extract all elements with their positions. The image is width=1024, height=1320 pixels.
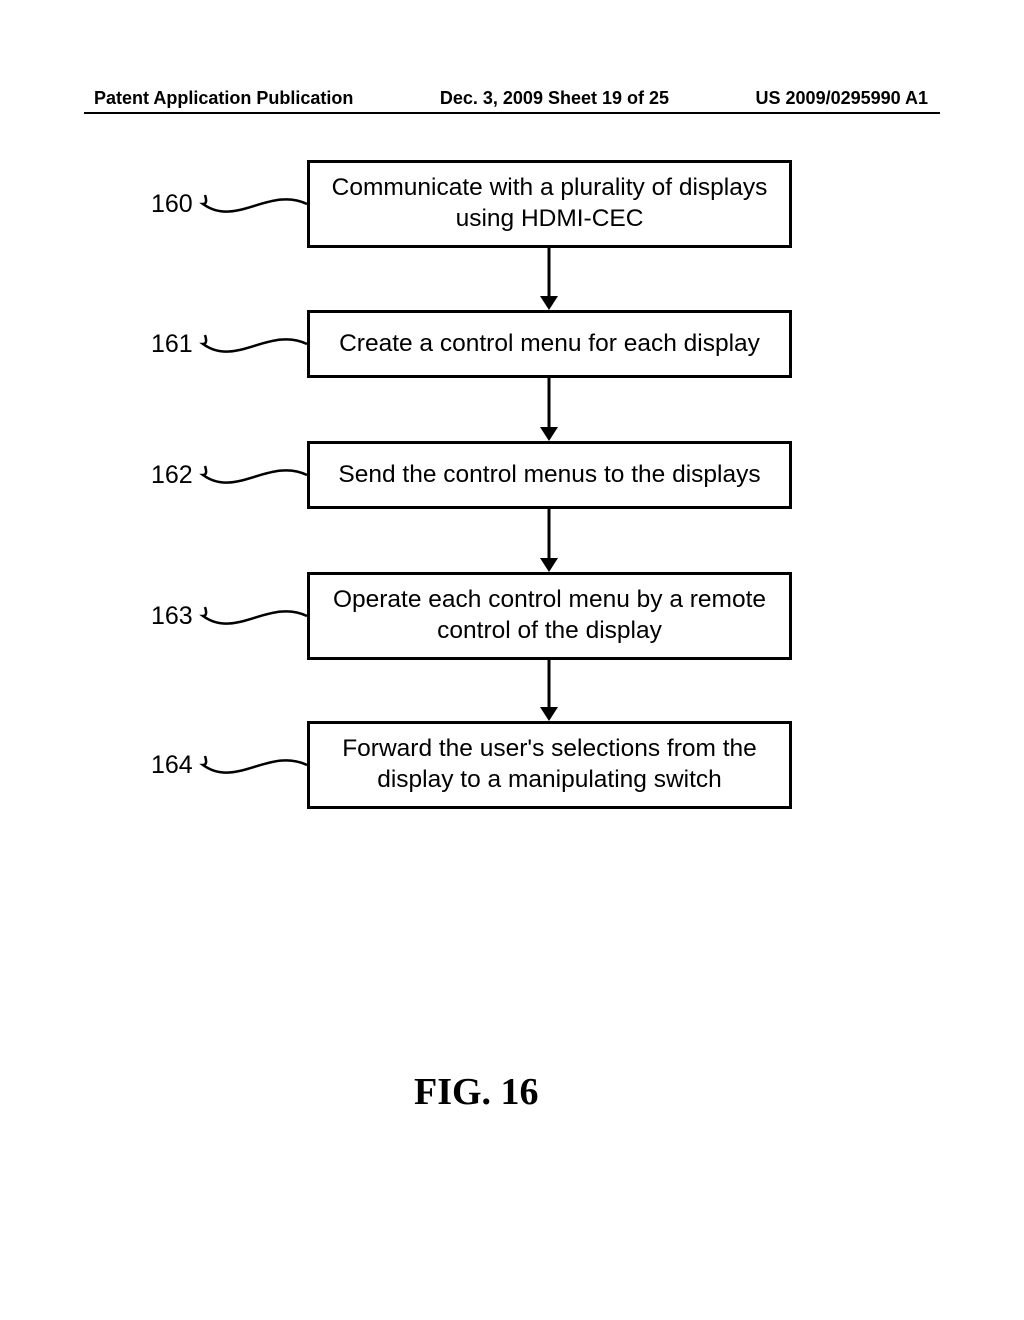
leader-160 bbox=[203, 195, 307, 212]
ref-label-164: 164 bbox=[151, 751, 193, 780]
page: Patent Application Publication Dec. 3, 2… bbox=[0, 0, 1024, 1320]
ref-label-161: 161 bbox=[151, 330, 193, 359]
arrow-head-2 bbox=[540, 558, 558, 572]
header-center: Dec. 3, 2009 Sheet 19 of 25 bbox=[440, 88, 669, 109]
header-rule bbox=[84, 112, 940, 114]
arrow-head-3 bbox=[540, 707, 558, 721]
header-right: US 2009/0295990 A1 bbox=[756, 88, 928, 109]
flow-step-text: Create a control menu for each display bbox=[339, 329, 760, 360]
header-left: Patent Application Publication bbox=[94, 88, 353, 109]
flow-step-164: Forward the user's selections from the d… bbox=[307, 721, 792, 809]
arrow-head-1 bbox=[540, 427, 558, 441]
ref-label-162: 162 bbox=[151, 461, 193, 490]
flow-step-text: Operate each control menu by a remote co… bbox=[324, 585, 775, 646]
ref-label-160: 160 bbox=[151, 190, 193, 219]
flow-step-text: Communicate with a plurality of displays… bbox=[324, 173, 775, 234]
flow-step-160: Communicate with a plurality of displays… bbox=[307, 160, 792, 248]
leader-164 bbox=[203, 756, 307, 773]
arrow-head-0 bbox=[540, 296, 558, 310]
leader-163 bbox=[203, 607, 307, 624]
figure-caption: FIG. 16 bbox=[414, 1070, 539, 1114]
ref-label-163: 163 bbox=[151, 602, 193, 631]
flow-step-162: Send the control menus to the displays bbox=[307, 441, 792, 509]
flow-step-text: Forward the user's selections from the d… bbox=[324, 734, 775, 795]
page-header: Patent Application Publication Dec. 3, 2… bbox=[94, 88, 928, 109]
flow-step-161: Create a control menu for each display bbox=[307, 310, 792, 378]
leader-161 bbox=[203, 335, 307, 352]
flow-step-text: Send the control menus to the displays bbox=[338, 460, 760, 491]
leader-162 bbox=[203, 466, 307, 483]
flow-step-163: Operate each control menu by a remote co… bbox=[307, 572, 792, 660]
